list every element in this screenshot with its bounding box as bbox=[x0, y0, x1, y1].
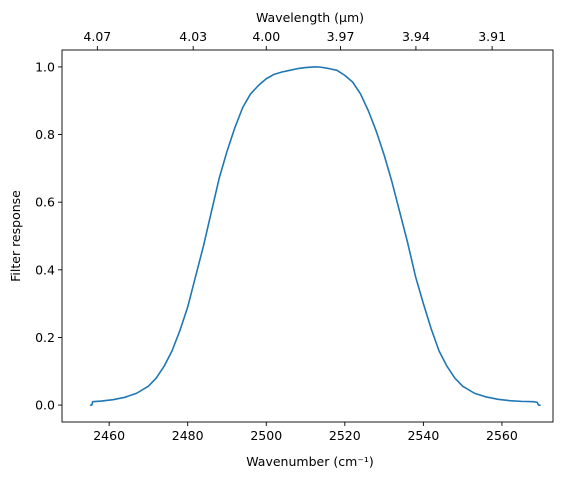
y-tick-label: 1.0 bbox=[35, 59, 55, 74]
x2-tick-label: 3.94 bbox=[402, 29, 430, 44]
x2-tick-label: 3.91 bbox=[478, 29, 506, 44]
x2-tick-label: 4.03 bbox=[179, 29, 207, 44]
x-tick-label: 2480 bbox=[172, 428, 204, 443]
y-axis-title: Filter response bbox=[8, 190, 23, 282]
x2-axis-title: Wavelength (μm) bbox=[256, 10, 364, 25]
y-tick-label: 0.0 bbox=[35, 398, 55, 413]
ticks-layer: 2460 2480 2500 2520 2540 2560 0.0 0.2 0.4 0.6 0.8 1… bbox=[35, 29, 518, 443]
plot-frame bbox=[61, 49, 554, 423]
x-tick-label: 2500 bbox=[250, 428, 282, 443]
x-tick-label: 2560 bbox=[486, 428, 518, 443]
x-tick-label: 2520 bbox=[329, 428, 361, 443]
series-line bbox=[89, 66, 541, 406]
x-axis-title: Wavenumber (cm⁻¹) bbox=[246, 454, 373, 469]
y-tick-label: 0.2 bbox=[35, 330, 55, 345]
x-tick-label: 2540 bbox=[407, 428, 439, 443]
x-tick-label: 2460 bbox=[93, 428, 125, 443]
x2-tick-label: 3.97 bbox=[327, 29, 355, 44]
y-tick-label: 0.8 bbox=[35, 127, 55, 142]
y-tick-label: 0.4 bbox=[35, 262, 55, 277]
x2-tick-label: 4.00 bbox=[252, 29, 280, 44]
x2-tick-label: 4.07 bbox=[83, 29, 111, 44]
y-tick-label: 0.6 bbox=[35, 195, 55, 210]
